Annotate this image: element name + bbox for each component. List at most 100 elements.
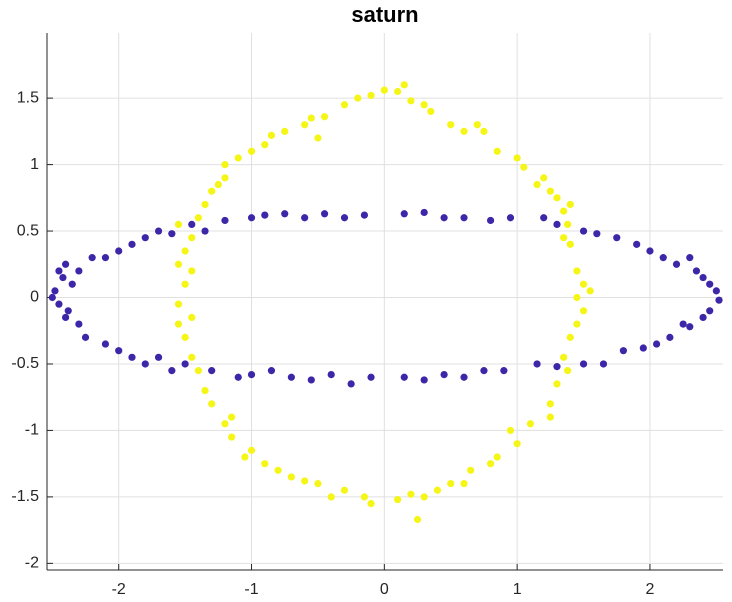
point [619,347,627,355]
point [460,373,468,381]
point [480,367,488,375]
point [174,220,183,229]
point [194,367,203,375]
point [181,333,189,341]
point [447,480,455,488]
point [646,247,654,255]
point [413,515,422,524]
point [81,333,90,341]
point [715,296,723,304]
point [394,87,402,96]
point [128,353,136,361]
y-tick-label: -2 [25,555,39,572]
point [566,240,574,248]
point [553,194,561,202]
y-tick-label: 0 [30,289,39,306]
point [420,208,428,217]
point [247,147,256,155]
point [460,214,468,222]
point [181,280,189,288]
y-tick-label: -0.5 [11,355,39,372]
point [712,287,720,295]
point [221,160,229,169]
point [234,154,242,162]
point [347,380,355,388]
point [513,440,521,448]
point [672,260,681,268]
point [68,280,76,288]
point [360,211,369,219]
point [460,480,468,488]
point [261,211,269,219]
point [247,214,256,222]
point [115,247,123,255]
point [367,499,375,508]
point [560,207,568,215]
point [88,254,96,262]
point [467,466,475,474]
point [420,493,428,501]
point [188,234,196,242]
point [500,367,508,375]
point [307,376,315,384]
point [61,313,70,322]
point [228,413,236,421]
point [281,127,289,135]
point [314,134,322,142]
point [301,477,309,485]
point [573,293,581,302]
point [639,344,647,352]
point [394,495,402,504]
point [194,214,203,222]
point [281,210,289,218]
point [540,174,548,182]
point [493,147,501,155]
point [427,107,435,116]
point [553,363,561,371]
y-tick-label: 1 [30,156,39,173]
point [699,273,707,282]
point [586,287,594,295]
point [141,360,149,368]
point [566,200,574,209]
point [553,380,561,388]
point [533,360,541,368]
point [55,267,63,275]
point [314,480,322,488]
point [652,340,661,348]
point [420,101,428,109]
point [154,353,163,361]
point [221,174,229,182]
point [546,187,554,195]
point [540,214,548,222]
point [633,240,641,248]
x-tick-label: 2 [646,581,655,598]
point [460,127,468,135]
point [546,400,554,408]
point [188,313,196,322]
point [101,340,110,348]
point [546,413,554,421]
point [201,227,209,235]
point [287,373,295,381]
point [486,216,495,225]
point [666,333,674,341]
point [75,267,83,275]
point [128,240,136,248]
point [181,360,189,368]
point [579,280,588,288]
point [686,254,694,262]
point [360,493,369,501]
point [560,353,568,361]
point [181,247,189,255]
point [340,486,349,494]
point [573,320,581,328]
y-tick-label: 0.5 [17,222,39,239]
point [221,216,229,225]
point [307,114,315,122]
point [564,367,572,375]
point [367,373,375,381]
point [400,210,408,218]
